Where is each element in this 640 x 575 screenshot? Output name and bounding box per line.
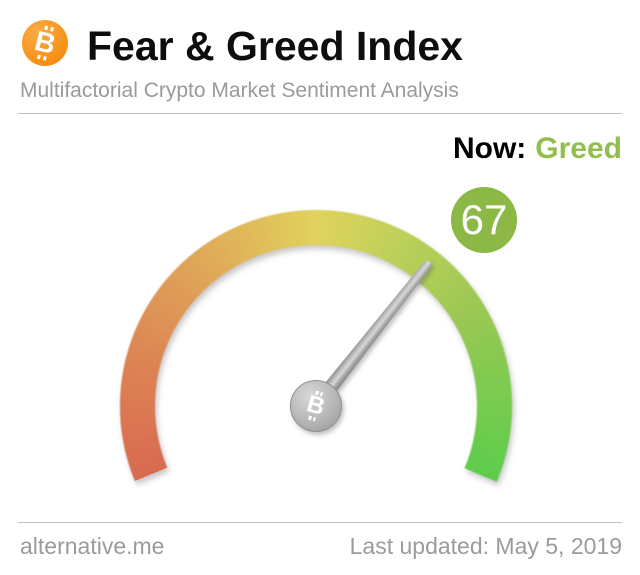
gauge xyxy=(119,209,513,575)
page-subtitle: Multifactorial Crypto Market Sentiment A… xyxy=(20,79,459,102)
value-badge-number: 67 xyxy=(460,196,508,243)
bitcoin-icon: B xyxy=(22,20,68,66)
footer-divider xyxy=(18,522,622,523)
site-link[interactable]: alternative.me xyxy=(20,533,165,559)
bitcoin-glyph: B xyxy=(31,25,59,61)
header-divider xyxy=(18,113,622,114)
gauge-arc xyxy=(119,209,513,575)
current-status: Now: Greed xyxy=(453,132,622,166)
status-value: Greed xyxy=(535,132,622,165)
value-badge: 67 xyxy=(451,187,517,253)
page-title: Fear & Greed Index xyxy=(87,23,463,69)
btc-prong xyxy=(37,54,41,60)
bitcoin-letter: B xyxy=(31,25,59,61)
btc-prong xyxy=(42,55,47,61)
last-updated: Last updated: May 5, 2019 xyxy=(349,533,622,559)
status-label: Now: xyxy=(452,132,527,165)
